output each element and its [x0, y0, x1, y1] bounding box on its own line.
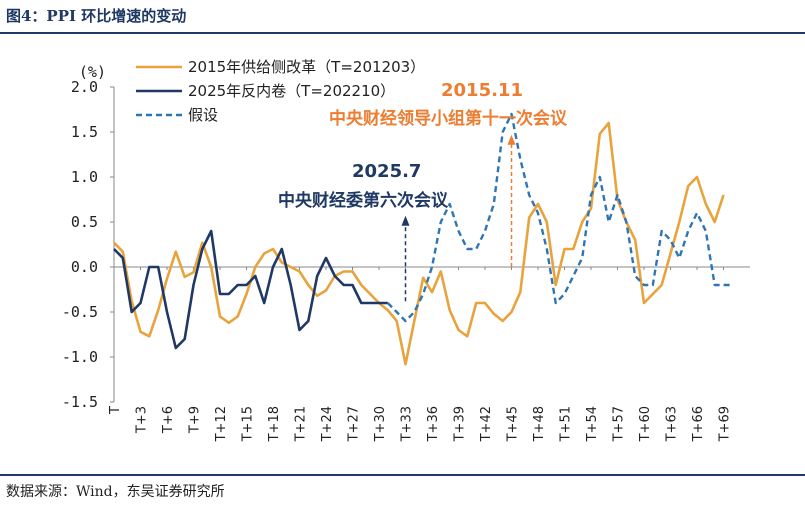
x-tick-label: T+63: [665, 406, 680, 442]
legend-label-1: 2015年供给侧改革（T=201203）: [188, 58, 425, 76]
x-tick-label: T+51: [559, 406, 574, 442]
x-tick-label: T+54: [585, 406, 600, 442]
axes: 2.0 1.5 1.0 0.5 0.0 -0.5 -1.0 -1.5 (%) T T+3 T+6 T+9…: [62, 63, 750, 442]
x-tick-label: T+12: [214, 406, 229, 442]
x-tick-label: T+39: [453, 406, 468, 442]
annotation-2025-date: 2025.7: [352, 161, 421, 182]
annotation-2015-event: 中央财经领导小组第十一次会议: [329, 108, 568, 129]
y-tick-label: -1.5: [62, 393, 98, 411]
annotation-2025-event: 中央财经委第六次会议: [278, 190, 449, 211]
x-tick-label: T+24: [320, 406, 335, 442]
legend-label-2: 2025年反内卷（T=202210）: [188, 82, 395, 100]
legend: 2015年供给侧改革（T=201203） 2025年反内卷（T=202210） 假设: [136, 58, 425, 124]
y-tick-label: 0.5: [71, 213, 98, 231]
series-lines: [113, 112, 733, 366]
annotation-2015-arrowhead: [507, 134, 516, 145]
x-tick-label: T+66: [691, 406, 706, 442]
bottom-rule: [0, 474, 805, 476]
legend-label-3: 假设: [188, 106, 218, 124]
y-tick-label: 0.0: [71, 258, 98, 276]
top-rule: [0, 32, 805, 34]
x-tick-label: T+9: [188, 406, 203, 434]
x-tick-label: T+57: [612, 406, 627, 442]
x-tick-label: T+3: [135, 406, 150, 434]
x-tick-label: T: [108, 406, 123, 415]
figure-title: 图4：PPI 环比增速的变动: [6, 7, 187, 25]
x-tick-label: T+30: [373, 406, 388, 442]
x-tick-label: T+36: [426, 406, 441, 442]
x-tick-label: T+18: [267, 406, 282, 442]
x-tick-label: T+15: [241, 406, 256, 442]
x-tick-label: T+48: [532, 406, 547, 442]
x-tick-label: T+42: [479, 406, 494, 442]
x-tick-label: T+21: [294, 406, 309, 442]
source-note: 数据来源：Wind，东吴证券研究所: [6, 484, 225, 500]
annotation-2015-date: 2015.11: [441, 80, 523, 101]
series-hypothesis-line: [386, 112, 733, 323]
x-tick-label: T+6: [161, 406, 176, 434]
y-tick-label: -1.0: [62, 348, 98, 366]
y-tick-label: 2.0: [71, 78, 98, 96]
x-tick-label: T+60: [638, 406, 653, 442]
x-tick-label: T+33: [400, 406, 415, 442]
ppi-line-chart: 2.0 1.5 1.0 0.5 0.0 -0.5 -1.0 -1.5 (%) T T+3 T+6 T+9…: [62, 58, 750, 442]
y-unit-label: (%): [79, 63, 106, 81]
x-tick-label: T+69: [718, 406, 733, 442]
y-tick-label: 1.0: [71, 168, 98, 186]
y-tick-label: 1.5: [71, 123, 98, 141]
series-2025-line: [113, 229, 388, 350]
x-tick-label: T+27: [347, 406, 362, 442]
y-tick-label: -0.5: [62, 303, 98, 321]
annotation-2025-arrowhead: [401, 215, 410, 226]
x-tick-label: T+45: [506, 406, 521, 442]
annotations: 2015.11 中央财经领导小组第十一次会议 2025.7 中央财经委第六次会议: [278, 80, 568, 302]
